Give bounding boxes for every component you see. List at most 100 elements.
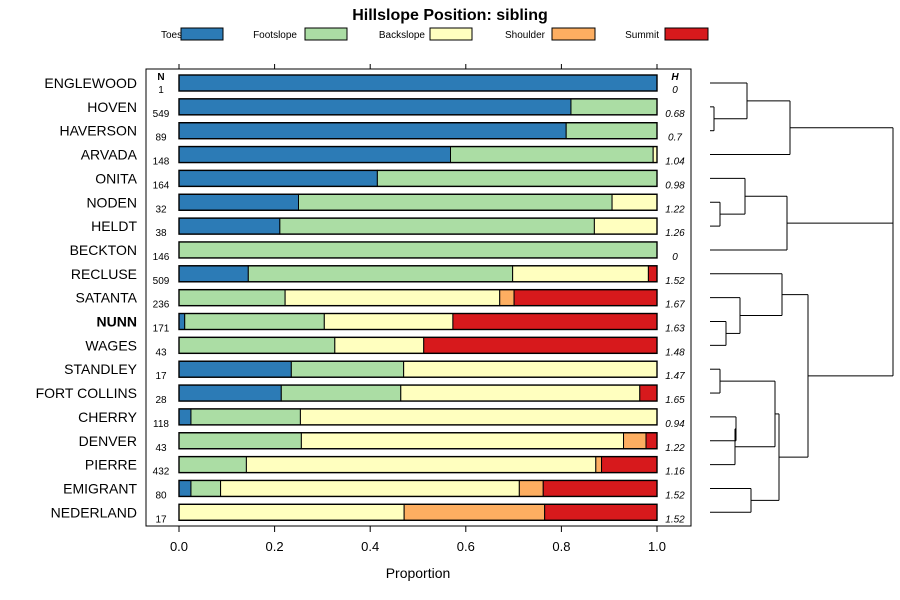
x-tick-label-4: 0.8 bbox=[552, 539, 570, 554]
row-label: DENVER bbox=[79, 433, 137, 449]
h-value: 1.22 bbox=[665, 443, 685, 454]
n-value: 28 bbox=[155, 395, 167, 406]
n-value: 549 bbox=[153, 109, 170, 120]
bar-segment-backslope bbox=[593, 217, 658, 235]
row-haverson: HAVERSON 89 0.7 bbox=[59, 121, 682, 144]
bar-outline bbox=[178, 336, 658, 355]
bar-segment-footslope bbox=[570, 98, 658, 116]
n-column-header: N bbox=[157, 72, 164, 83]
bar-outline bbox=[178, 360, 658, 378]
bar-segment-backslope bbox=[299, 408, 658, 426]
bar-segment-backslope bbox=[220, 479, 520, 497]
row-label: NUNN bbox=[97, 314, 137, 330]
bar-outline bbox=[178, 408, 658, 426]
legend-label-backslope: Backslope bbox=[379, 30, 426, 41]
bar-segment-toeslope bbox=[178, 265, 249, 283]
legend-label-shoulder: Shoulder bbox=[505, 30, 546, 41]
h-value: 1.67 bbox=[665, 300, 685, 311]
bar-segment-summit bbox=[542, 479, 658, 497]
h-value: 1.47 bbox=[665, 371, 685, 382]
bar-segment-footslope bbox=[190, 408, 301, 426]
legend-swatch-footslope bbox=[304, 27, 348, 41]
h-value: 1.48 bbox=[665, 347, 685, 358]
x-tick-label-2: 0.4 bbox=[361, 539, 379, 554]
row-label: HOVEN bbox=[87, 99, 137, 115]
bar-segment-footslope bbox=[565, 122, 658, 140]
bar-segment-footslope bbox=[290, 360, 405, 378]
x-tick-label-3: 0.6 bbox=[457, 539, 475, 554]
n-value: 146 bbox=[153, 252, 170, 263]
bar-outline bbox=[178, 193, 658, 211]
bar-segment-toeslope bbox=[178, 169, 378, 187]
bar-outline bbox=[178, 503, 658, 521]
legend: ToeslopeFootslopeBackslopeShoulderSummit bbox=[161, 27, 709, 41]
bar-outline bbox=[178, 145, 658, 164]
legend-swatch-summit bbox=[664, 27, 709, 41]
plot-frame bbox=[145, 68, 692, 527]
bar-segment-backslope bbox=[323, 313, 454, 330]
n-value: 80 bbox=[155, 490, 167, 501]
bar-segment-summit bbox=[647, 265, 658, 283]
bar-segment-summit bbox=[513, 289, 658, 307]
bar-segment-summit bbox=[452, 313, 658, 330]
row-satanta: SATANTA 236 1.67 bbox=[76, 288, 685, 311]
bar-segment-toeslope bbox=[178, 193, 299, 211]
bar-segment-footslope bbox=[178, 456, 247, 474]
h-value: 0.98 bbox=[665, 180, 685, 191]
row-pierre: PIERRE 432 1.16 bbox=[85, 455, 685, 478]
n-value: 236 bbox=[153, 300, 170, 311]
row-label: ARVADA bbox=[81, 147, 138, 163]
row-label: SATANTA bbox=[76, 290, 138, 306]
bar-segment-toeslope bbox=[178, 384, 282, 402]
n-value: 38 bbox=[155, 228, 167, 239]
row-label: NEDERLAND bbox=[51, 504, 137, 520]
row-beckton: BECKTON 146 0 bbox=[70, 241, 678, 263]
bar-outline bbox=[178, 74, 658, 92]
bar-segment-shoulder bbox=[623, 432, 647, 450]
bar-segment-footslope bbox=[178, 336, 336, 354]
dendrogram bbox=[710, 82, 894, 513]
bar-segment-summit bbox=[601, 456, 658, 474]
legend-swatch-backslope bbox=[429, 27, 473, 41]
legend-label-footslope: Footslope bbox=[253, 30, 297, 41]
row-label: RECLUSE bbox=[71, 266, 137, 282]
row-nederland: NEDERLAND 17 1.52 bbox=[51, 503, 685, 525]
bar-segment-toeslope bbox=[178, 98, 572, 116]
bar-segment-summit bbox=[423, 336, 658, 354]
n-value: 164 bbox=[153, 180, 170, 191]
bar-segment-footslope bbox=[190, 479, 222, 497]
bar-segment-backslope bbox=[334, 336, 425, 354]
bar-segment-backslope bbox=[611, 193, 658, 211]
row-label: HAVERSON bbox=[59, 123, 137, 139]
h-value: 1.52 bbox=[665, 514, 685, 525]
bar-segment-backslope bbox=[400, 384, 641, 402]
h-value: 0.7 bbox=[668, 133, 682, 144]
bar-segment-footslope bbox=[178, 241, 658, 259]
bar-segment-summit bbox=[645, 432, 658, 450]
bar-outline bbox=[178, 288, 658, 307]
bar-segment-backslope bbox=[512, 265, 649, 283]
bar-segment-toeslope bbox=[178, 217, 281, 235]
bar-segment-summit bbox=[639, 384, 658, 402]
bar-outline bbox=[178, 241, 658, 259]
row-label: PIERRE bbox=[85, 457, 137, 473]
bar-segment-shoulder bbox=[518, 479, 544, 497]
bar-segment-backslope bbox=[245, 456, 597, 474]
n-value: 148 bbox=[153, 157, 170, 168]
n-value: 43 bbox=[155, 347, 167, 358]
bar-segment-backslope bbox=[284, 289, 501, 307]
bar-segment-summit bbox=[544, 503, 658, 521]
x-tick-label-0: 0.0 bbox=[170, 539, 188, 554]
bar-outline bbox=[178, 121, 658, 140]
row-label: FORT COLLINS bbox=[36, 385, 137, 401]
row-denver: DENVER 43 1.22 bbox=[79, 432, 685, 454]
h-value: 0 bbox=[672, 252, 678, 263]
h-column-header: H bbox=[671, 72, 679, 83]
row-wages: WAGES 43 1.48 bbox=[85, 336, 685, 358]
legend-swatch-shoulder bbox=[551, 27, 596, 41]
n-value: 171 bbox=[153, 324, 170, 335]
row-label: ONITA bbox=[95, 170, 137, 186]
row-label: BECKTON bbox=[70, 242, 137, 258]
h-value: 1.63 bbox=[665, 324, 685, 335]
